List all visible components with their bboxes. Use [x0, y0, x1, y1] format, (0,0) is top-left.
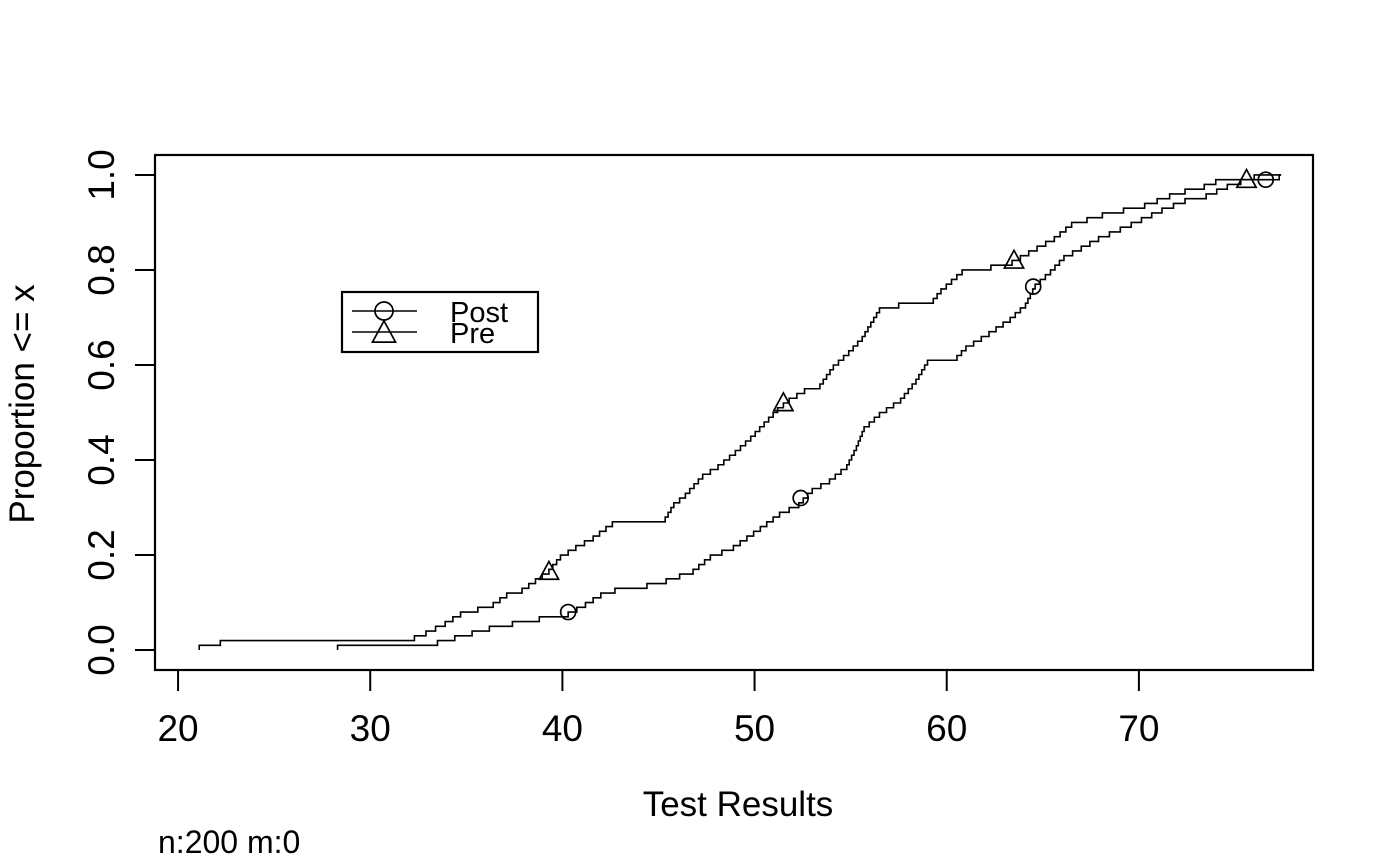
series-pre-triangle-marker [772, 391, 795, 412]
series-post-circle-marker [1024, 278, 1042, 295]
legend-label-post: Post [450, 297, 508, 329]
x-tick-label: 60 [926, 708, 967, 749]
axes: 20 30 40 50 60 70 0.0 0.2 0.4 0.6 0.8 1.0 [81, 149, 1315, 749]
x-axis-label: Test Results [643, 785, 834, 824]
x-tick-label: 40 [542, 708, 583, 749]
ecdf-curve-pre [198, 174, 1282, 651]
y-tick-label: 0.8 [81, 244, 122, 295]
y-tick-label: 1.0 [81, 149, 122, 200]
x-tick-label: 50 [734, 708, 775, 749]
series-post [336, 171, 1282, 651]
series-pre [198, 167, 1282, 651]
legend-shapes [340, 290, 540, 354]
ecdf-curve-post [336, 174, 1282, 651]
y-axis-label: Proportion <= x [3, 284, 42, 524]
y-tick-label: 0.2 [81, 529, 122, 580]
series-post-circle-marker [559, 603, 577, 621]
plot-note: n:200 m:0 [158, 824, 300, 860]
legend-pre-triangle-marker [371, 319, 397, 343]
y-tick-label: 0.4 [81, 434, 122, 485]
y-tick-label: 0.6 [81, 339, 122, 390]
plot-box [153, 153, 1315, 672]
x-tick-label: 70 [1118, 708, 1159, 749]
legend-box [340, 290, 540, 354]
legend-label-pre: Pre [450, 318, 495, 350]
series-pre-triangle-marker [1002, 248, 1026, 269]
series-post-circle-marker [792, 489, 810, 507]
y-tick-label: 0.0 [81, 624, 122, 675]
x-tick-label: 30 [350, 708, 391, 749]
x-tick-label: 20 [157, 708, 198, 749]
series-pre-triangle-marker [537, 559, 560, 581]
series-post-circle-marker [1257, 171, 1275, 189]
series-pre-triangle-marker [1235, 167, 1258, 189]
ecdf-curves [198, 167, 1282, 651]
